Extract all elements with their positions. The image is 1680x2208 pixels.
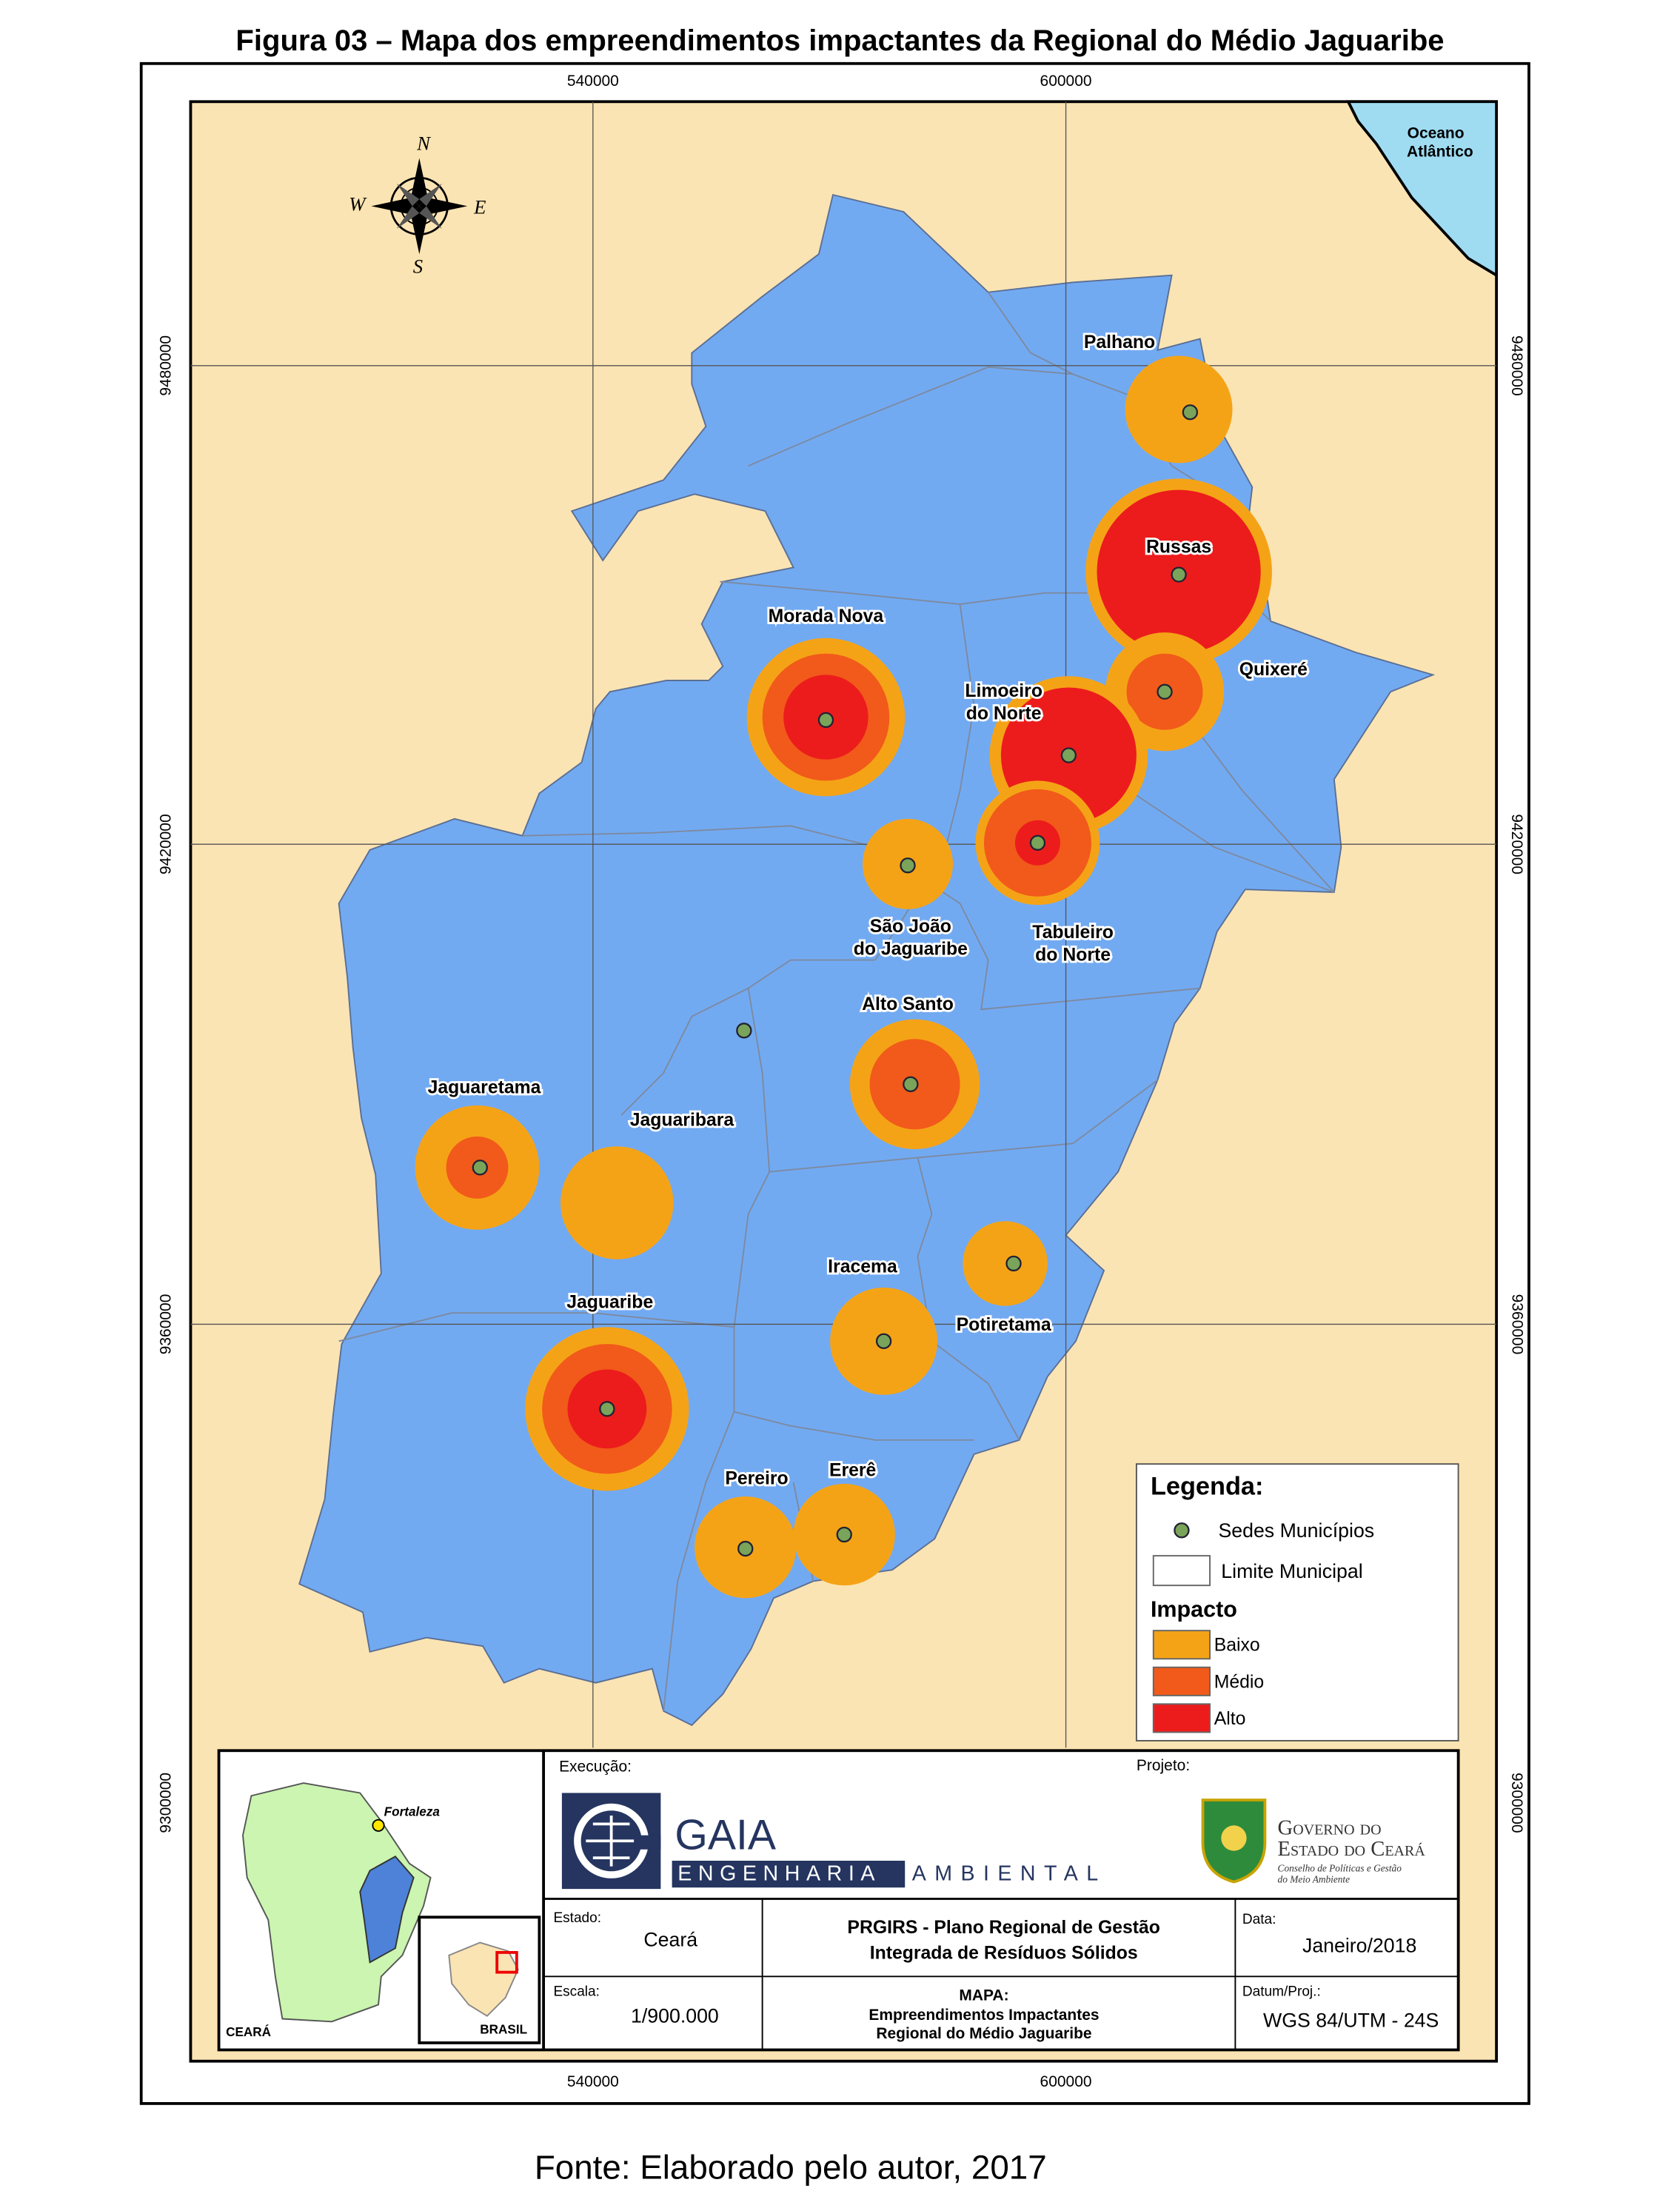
y-coord-label: 9480000 xyxy=(158,335,175,396)
municipal-seat xyxy=(599,1401,615,1417)
gov-line-4: do Meio Ambiente xyxy=(1278,1874,1351,1885)
x-coord-label: 540000 xyxy=(567,73,619,90)
gaia-engenharia: ENGENHARIA xyxy=(677,1862,881,1886)
impact-zone xyxy=(963,1221,1048,1306)
municipal-seat xyxy=(1157,683,1173,700)
municipality-label: Pereiro xyxy=(725,1469,788,1489)
municipal-seats xyxy=(472,404,1199,1557)
municipality-label: Jaguaribara xyxy=(630,1110,734,1130)
x-coord-label: 600000 xyxy=(1040,2073,1092,2090)
municipal-seat xyxy=(836,1526,852,1543)
legend: Legenda: Sedes Municípios Limite Municip… xyxy=(1135,1463,1459,1742)
municipality-label: Jaguaribe xyxy=(566,1292,653,1312)
municipality-label: Jaguaretama xyxy=(428,1078,541,1098)
impact-zone xyxy=(560,1146,674,1259)
municipality-label: do Norte xyxy=(1035,945,1111,965)
datum-label: Datum/Proj.: xyxy=(1242,1984,1321,1999)
municipality-label: do Jaguaribe xyxy=(854,940,968,960)
municipal-seat xyxy=(737,1540,754,1557)
inset-state: CEARÁ xyxy=(226,2024,271,2039)
municipality-label: Russas xyxy=(1146,537,1211,557)
y-coord-label: 9420000 xyxy=(158,814,175,874)
scale-value: 1/900.000 xyxy=(631,2005,719,2027)
compass-n: N xyxy=(416,133,432,155)
gaia-name: GAIA xyxy=(675,1812,777,1859)
y-coord-label: 9360000 xyxy=(1508,1294,1525,1355)
gov-line-3: Conselho de Políticas e Gestão xyxy=(1278,1862,1402,1873)
ocean xyxy=(1345,100,1498,278)
plan-line-1: PRGIRS - Plano Regional de Gestão xyxy=(847,1918,1159,1938)
map-line-1: Empreendimentos Impactantes xyxy=(869,2007,1099,2024)
x-coord-label: 540000 xyxy=(567,2073,619,2090)
y-coord-label: 9420000 xyxy=(1508,814,1525,874)
municipal-seat xyxy=(1005,1255,1022,1272)
ocean-label: Atlântico xyxy=(1407,143,1473,160)
legend-swatch xyxy=(1152,1666,1211,1696)
gov-line-2: Estado do Ceará xyxy=(1278,1838,1426,1861)
impact-zone xyxy=(1125,355,1233,464)
legend-level-label: Alto xyxy=(1214,1709,1246,1729)
municipal-seat xyxy=(875,1333,892,1349)
municipality-label: Potiretama xyxy=(957,1315,1051,1335)
y-coord-label: 9480000 xyxy=(1508,335,1525,396)
date-label: Data: xyxy=(1242,1912,1276,1927)
municipality-label: Limoeiro xyxy=(965,681,1043,701)
municipality-label: Palhano xyxy=(1084,332,1155,352)
legend-swatch xyxy=(1152,1703,1211,1733)
inset-country: BRASIL xyxy=(480,2021,527,2036)
map-line-2: Regional do Médio Jaguaribe xyxy=(876,2025,1091,2042)
municipality-label: do Norte xyxy=(966,703,1042,723)
compass-e: E xyxy=(473,195,486,218)
municipality-label: Alto Santo xyxy=(862,994,954,1014)
grid: 540000 540000 600000 600000 9480000 9480000 94… xyxy=(158,73,1526,2090)
gaia-ambiental: AMBIENTAL xyxy=(912,1862,1107,1886)
state-label: Estado: xyxy=(553,1910,601,1926)
municipal-seat xyxy=(1182,404,1199,421)
municipal-seat xyxy=(1171,566,1187,583)
municipality-label: São João xyxy=(870,917,951,937)
execution-label: Execução: xyxy=(559,1759,632,1776)
legend-limit: Limite Municipal xyxy=(1221,1560,1362,1582)
compass-w: W xyxy=(349,193,367,215)
compass-s: S xyxy=(413,255,423,277)
municipality-label: Tabuleiro xyxy=(1032,923,1114,943)
inset-city: Fortaleza xyxy=(384,1804,441,1819)
legend-swatch xyxy=(1152,1630,1211,1660)
gov-line-1: Governo do xyxy=(1278,1817,1382,1840)
legend-seats: Sedes Municípios xyxy=(1218,1519,1374,1542)
map-label: MAPA: xyxy=(959,1987,1008,2004)
municipal-seat xyxy=(472,1160,488,1176)
x-coord-label: 600000 xyxy=(1040,73,1092,90)
y-coord-label: 9360000 xyxy=(158,1294,175,1355)
date-value: Janeiro/2018 xyxy=(1302,1934,1416,1956)
municipality-label: Iracema xyxy=(828,1257,897,1277)
figure-title: Figura 03 – Mapa dos empreendimentos imp… xyxy=(235,24,1444,57)
municipal-seat xyxy=(1029,834,1046,851)
legend-level-label: Médio xyxy=(1214,1672,1264,1692)
legend-impact-title: Impacto xyxy=(1151,1597,1237,1622)
municipality-label: Ererê xyxy=(829,1460,876,1480)
state-value: Ceará xyxy=(643,1929,697,1951)
legend-title: Legenda: xyxy=(1151,1473,1263,1501)
municipal-seat xyxy=(900,857,916,874)
scale-label: Escala: xyxy=(553,1984,599,1999)
y-coord-label: 9300000 xyxy=(1508,1773,1525,1833)
y-coord-label: 9300000 xyxy=(158,1773,175,1833)
municipal-seat xyxy=(1060,747,1077,763)
source-note: Fonte: Elaborado pelo autor, 2017 xyxy=(535,2149,1047,2187)
municipality-label: Quixeré xyxy=(1239,660,1308,680)
compass-rose: N W E S xyxy=(349,133,486,278)
project-label: Projeto: xyxy=(1137,1757,1190,1774)
legend-level-label: Baixo xyxy=(1214,1636,1260,1656)
municipal-seat xyxy=(736,1023,752,1039)
ocean-label: Oceano xyxy=(1408,125,1465,142)
municipal-seat xyxy=(817,712,834,729)
title-block: Fortaleza CEARÁ BRASIL Execução: Projeto… xyxy=(217,1749,1460,2052)
municipality-label: Morada Nova xyxy=(769,606,884,626)
municipal-seat xyxy=(903,1076,919,1092)
datum-value: WGS 84/UTM - 24S xyxy=(1263,2009,1439,2031)
plan-line-2: Integrada de Resíduos Sólidos xyxy=(870,1943,1138,1963)
